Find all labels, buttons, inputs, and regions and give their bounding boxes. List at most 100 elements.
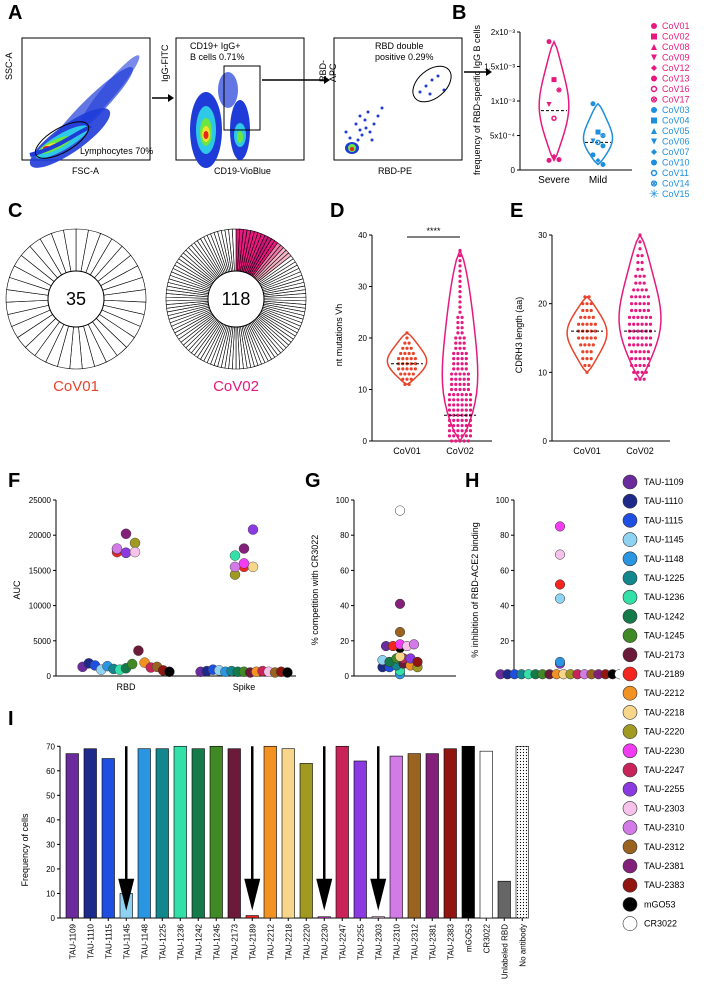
panel-e-point — [630, 308, 634, 313]
panel-d-point — [456, 429, 460, 433]
panel-e-point — [634, 350, 638, 354]
panel-e-group-label: CoV02 — [626, 446, 654, 455]
panel-e-y-tick-label: 10 — [538, 368, 547, 377]
panel-e-point — [577, 336, 581, 340]
panel-i-bar-TAU-1110 — [83, 748, 97, 919]
panel-d-point — [458, 310, 462, 314]
legend-label: TAU-2383 — [644, 880, 684, 890]
panel-i-bar-Unlabeled RBD — [497, 880, 511, 919]
panel-d-point — [460, 423, 464, 428]
panel-i-x-label: TAU-2383 — [446, 923, 455, 959]
panel-d-point — [462, 372, 466, 376]
panel-e-point — [642, 281, 646, 285]
panel-e-point — [581, 336, 585, 340]
panel-d-point — [403, 351, 407, 356]
panel-d-point — [456, 362, 460, 366]
pie-cov01-hole — [47, 270, 105, 328]
panel-d-point — [452, 423, 456, 428]
legend-marker-TAU-1115 — [622, 513, 638, 528]
panel-i-x-label: TAU-2212 — [266, 923, 275, 959]
panel-i-bar-TAU-2173 — [227, 748, 241, 919]
panel-e-point — [581, 308, 585, 313]
panel-f-point — [129, 546, 141, 558]
panel-e-point — [636, 254, 640, 258]
pie-cov02-hole — [207, 270, 265, 328]
panel-e-point — [583, 315, 587, 319]
panel-f-point — [111, 543, 123, 554]
panel-d-point — [399, 351, 403, 356]
legend-label: TAU-2381 — [644, 861, 684, 871]
panel-i-chart: 0 10 20 30 40 50 60 70 Frequency of cells TAU-110… — [20, 742, 529, 979]
panel-b-legend-marker-ring — [650, 180, 658, 187]
panel-d-point — [458, 300, 462, 304]
legend-marker-TAU-2312 — [622, 839, 638, 855]
panel-b-y-tick-label: 1x10⁻³ — [491, 97, 516, 106]
panel-d-point — [405, 357, 409, 361]
panel-b-point — [551, 77, 557, 83]
panel-e-point — [634, 363, 638, 368]
panel-b-legend-marker — [651, 149, 657, 155]
panel-d-point — [401, 367, 405, 371]
panel-d-point — [452, 362, 456, 366]
panel-e-point — [581, 357, 585, 361]
legend-marker-TAU-2220 — [622, 724, 638, 739]
panel-e-point — [640, 329, 644, 333]
panel-i-bar-TAU-2247 — [335, 745, 349, 919]
panel-i-x-label: TAU-1148 — [140, 923, 149, 959]
panel-d-point — [452, 351, 456, 356]
panel-d-point — [468, 434, 473, 438]
panel-e-point — [642, 350, 646, 354]
legend-marker-TAU-1245 — [622, 628, 638, 643]
panel-e-point — [632, 336, 636, 340]
panel-i-x-label: TAU-1236 — [176, 923, 185, 959]
panel-d-point — [466, 377, 470, 381]
panel-e-point — [644, 288, 648, 292]
panel-i-bar-TAU-1148 — [137, 748, 151, 919]
legend-marker-TAU-2189 — [622, 666, 638, 682]
panel-e-point — [646, 357, 650, 361]
legend-marker-TAU-2218 — [622, 705, 638, 720]
panel-d-point — [456, 331, 460, 335]
panel-h-ylabel: % inhibition of RBD-ACE2 binding — [470, 522, 480, 658]
legend-label: TAU-1245 — [644, 631, 684, 641]
legend-marker-TAU-1148 — [622, 551, 638, 567]
legend-label: TAU-1145 — [644, 535, 684, 545]
panel-e-point — [630, 357, 634, 361]
panel-b-legend-label: CoV12 — [662, 63, 690, 73]
panel-d-point — [458, 254, 462, 258]
panel-b-legend-label: CoV14 — [662, 179, 690, 189]
panel-d-point — [405, 336, 409, 340]
panel-d-point — [468, 393, 473, 397]
panel-i-x-label: TAU-2381 — [428, 923, 437, 959]
panel-f-point — [247, 561, 259, 573]
panel-e-point — [638, 302, 642, 306]
panel-b-y-tick-label: 5x10⁻⁴ — [490, 132, 516, 141]
pie-cov01-total: 35 — [66, 289, 86, 309]
flow3-xlabel: RBD-PE — [378, 166, 413, 176]
panel-e-point — [636, 336, 640, 340]
panel-d-point — [458, 274, 462, 278]
panel-i-x-label: TAU-2247 — [338, 923, 347, 959]
flow3-gate-line2: positive 0.29% — [375, 52, 434, 62]
legend-label: TAU-2220 — [644, 727, 684, 737]
panel-h-point — [554, 549, 566, 560]
panel-d-point — [458, 439, 462, 443]
panel-b-legend-label: CoV17 — [662, 95, 690, 105]
panel-i-x-label: TAU-1109 — [68, 923, 77, 959]
panel-d-point — [462, 341, 466, 345]
panel-e-ylabel: CDRH3 length (aa) — [514, 297, 524, 374]
panel-d-point — [411, 351, 415, 356]
panel-i-bar-TAU-2255 — [353, 760, 367, 919]
panel-b-legend-label: CoV02 — [662, 32, 690, 42]
panel-b-legend-label: CoV08 — [662, 42, 690, 52]
panel-b-point — [590, 152, 596, 158]
panel-d-point — [452, 408, 456, 412]
panel-d-point — [458, 284, 462, 289]
panel-d-point — [464, 398, 468, 402]
legend-marker-TAU-1242 — [622, 609, 638, 624]
panel-i-tick-label: 60 — [46, 767, 55, 776]
panel-e-point — [587, 315, 591, 319]
panel-e-point — [589, 302, 593, 306]
panel-d-point — [454, 372, 458, 376]
panel-i-bar-TAU-2220 — [299, 763, 313, 919]
